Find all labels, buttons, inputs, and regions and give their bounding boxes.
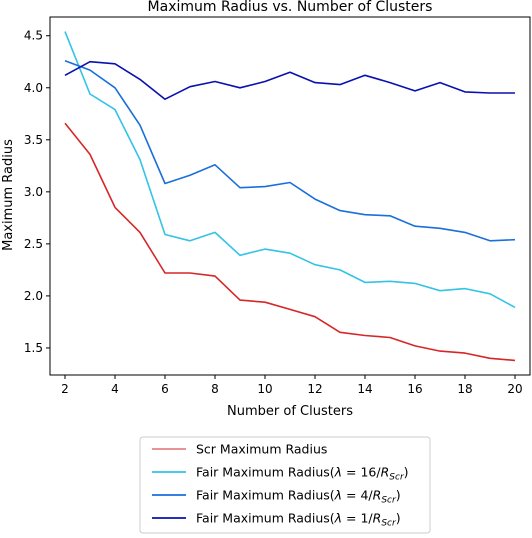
x-tick-label: 14 <box>357 382 372 396</box>
series-line-2 <box>64 31 516 309</box>
y-tick-label: 1.5 <box>24 341 43 355</box>
y-tick-label: 3.5 <box>24 133 43 147</box>
x-tick-label: 16 <box>407 382 422 396</box>
y-tick-label: 2.0 <box>24 289 43 303</box>
legend-label-4: Fair Maximum Radius(λ = 1/RScr) <box>196 511 401 529</box>
legend-label-3: Fair Maximum Radius(λ = 4/RScr) <box>196 488 401 506</box>
x-tick-label: 6 <box>161 382 169 396</box>
legend-box <box>139 436 431 534</box>
chart-title: Maximum Radius vs. Number of Clusters <box>148 0 433 15</box>
series-line-4 <box>64 60 515 100</box>
legend-label-1: Scr Maximum Radius <box>196 442 327 457</box>
x-tick-label: 2 <box>61 382 69 396</box>
x-tick-label: 8 <box>211 382 219 396</box>
y-tick-label: 2.5 <box>24 237 43 251</box>
y-tick-label: 4.5 <box>24 29 43 43</box>
y-axis-label: Maximum Radius <box>1 139 16 251</box>
x-axis-label: Number of Clusters <box>227 404 353 419</box>
legend: Scr Maximum Radius Fair Maximum Radius(λ … <box>139 436 431 534</box>
x-tick-label: 18 <box>457 382 472 396</box>
y-tick-label: 4.0 <box>24 81 43 95</box>
x-tick-label: 4 <box>111 382 119 396</box>
x-tick-label: 20 <box>507 382 522 396</box>
series-line-1 <box>64 122 516 362</box>
x-tick-label: 12 <box>307 382 322 396</box>
plot-area: 2 4 6 8 10 12 14 16 18 20 1.5 2.0 2.5 3.0 3.5 4.0 4.5 <box>24 16 531 396</box>
legend-label-2: Fair Maximum Radius(λ = 16/RScr) <box>196 465 409 483</box>
series-line-3 <box>64 59 516 242</box>
axes-frame <box>49 16 531 376</box>
y-tick-label: 3.0 <box>24 185 43 199</box>
x-tick-label: 10 <box>257 382 272 396</box>
